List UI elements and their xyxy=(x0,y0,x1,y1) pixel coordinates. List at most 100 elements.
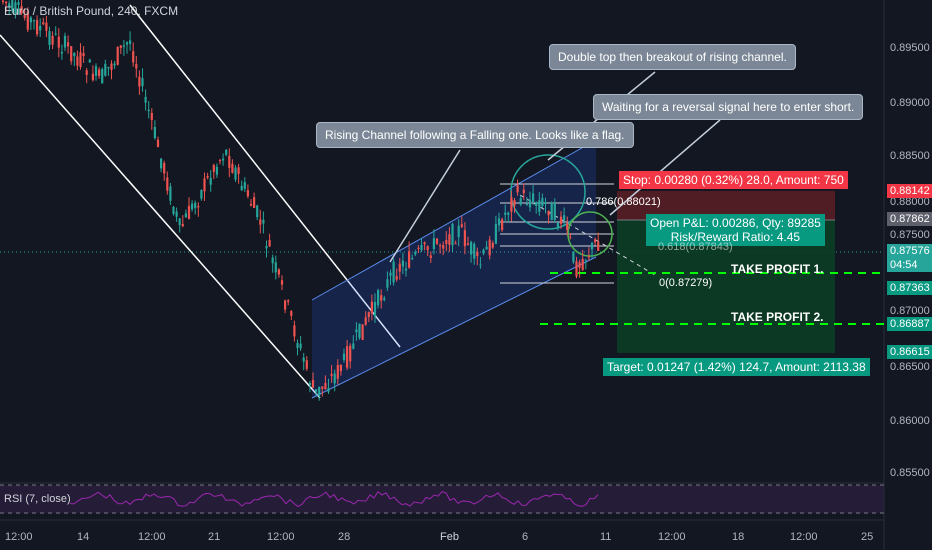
candle-body xyxy=(594,239,597,243)
candle-body xyxy=(330,374,333,376)
price-axis-label: 0.85500 xyxy=(890,467,930,479)
candle-body xyxy=(67,42,70,47)
candle-body xyxy=(352,343,355,349)
candle-body xyxy=(370,301,373,314)
candle-body xyxy=(439,245,442,247)
candle-body xyxy=(448,234,451,245)
candle-body xyxy=(259,219,262,225)
stop-price-tag: 0.88142 xyxy=(887,184,932,198)
candle-body xyxy=(191,203,194,210)
candle-body xyxy=(522,189,525,194)
candle-body xyxy=(36,20,39,35)
candle-body xyxy=(342,353,346,361)
callout-double-top[interactable]: Double top then breakout of rising chann… xyxy=(549,44,796,70)
candle-body xyxy=(42,22,45,25)
price-axis-label: 0.86500 xyxy=(890,361,930,373)
candle-body xyxy=(417,247,420,249)
symbol-title[interactable]: Euro / British Pound, 240, FXCM xyxy=(4,4,179,18)
candle-body xyxy=(256,205,259,218)
candle-body xyxy=(253,197,256,208)
candle-body xyxy=(144,96,147,103)
callout-reversal-signal[interactable]: Waiting for a reversal signal here to en… xyxy=(593,94,864,120)
candle-body xyxy=(51,35,54,45)
candle-body xyxy=(497,218,501,226)
candle-body xyxy=(414,252,417,255)
candle-body xyxy=(339,364,342,372)
candle-body xyxy=(380,295,383,301)
candle-body xyxy=(293,325,296,337)
candle-body xyxy=(423,242,426,245)
candle-body xyxy=(132,51,135,63)
candle-body xyxy=(32,20,36,22)
time-axis-label: 12:00 xyxy=(267,531,295,543)
candle-body xyxy=(550,202,553,221)
candle-body xyxy=(122,45,125,47)
candle-body xyxy=(358,323,361,338)
candle-body xyxy=(411,258,414,260)
candle-body xyxy=(163,163,166,174)
time-axis-label: 11 xyxy=(600,531,612,543)
candle-body xyxy=(88,59,91,63)
candle-body xyxy=(98,69,101,76)
fib-618-label: 0.618(0.87843) xyxy=(658,241,733,253)
candle-body xyxy=(290,311,293,316)
candle-body xyxy=(318,386,321,396)
candle-body xyxy=(194,202,197,209)
stop-label[interactable]: Stop: 0.00280 (0.32%) 28.0, Amount: 750 xyxy=(619,171,848,189)
candle-body xyxy=(373,302,377,317)
candle-body xyxy=(302,357,305,362)
candle-body xyxy=(129,40,132,44)
candle-body xyxy=(265,246,268,249)
candle-body xyxy=(104,63,107,76)
candle-body xyxy=(305,360,308,369)
candle-body xyxy=(85,70,88,75)
candle-body xyxy=(271,257,274,264)
target-label[interactable]: Target: 0.01247 (1.42%) 124.7, Amount: 2… xyxy=(603,358,870,376)
candle-body xyxy=(94,66,98,76)
candle-body xyxy=(23,14,26,18)
candle-body xyxy=(57,36,60,48)
candle-body xyxy=(203,178,206,192)
candle-body xyxy=(355,329,358,333)
candle-body xyxy=(116,47,119,65)
time-axis-label: 6 xyxy=(522,531,529,543)
rsi-indicator-label[interactable]: RSI (7, close) xyxy=(4,493,71,505)
candle-body xyxy=(1,0,5,3)
open-pnl-box[interactable]: Open P&L: 0.00286, Qty: 89285 Risk/Rewar… xyxy=(646,214,825,246)
candle-body xyxy=(287,300,290,302)
candle-body xyxy=(587,256,590,258)
candle-body xyxy=(519,198,522,205)
candle-body xyxy=(82,53,85,56)
candle-body xyxy=(426,246,429,251)
candle-body xyxy=(63,35,67,48)
candle-body xyxy=(228,155,231,168)
candle-body xyxy=(166,177,169,191)
candle-body xyxy=(234,167,237,180)
callout-rising-channel[interactable]: Rising Channel following a Falling one. … xyxy=(316,122,634,148)
candle-body xyxy=(60,51,63,54)
candle-body xyxy=(504,212,507,215)
candle-body xyxy=(200,190,203,199)
candle-body xyxy=(249,203,253,206)
candle-body xyxy=(408,251,411,268)
time-axis-label: 21 xyxy=(208,531,221,543)
price-axis-label: 0.89500 xyxy=(890,42,930,54)
candle-body xyxy=(556,223,559,228)
rsi-band xyxy=(0,485,884,513)
candle-body xyxy=(206,176,209,178)
rsi-line xyxy=(69,490,599,508)
time-axis-label: 28 xyxy=(338,531,351,543)
price-axis-label: 0.89000 xyxy=(890,97,930,109)
candle-body xyxy=(125,42,129,45)
candle-body xyxy=(563,215,566,221)
candle-body xyxy=(262,219,265,224)
risk-reward-label: Risk/Reward Ratio: 4.45 xyxy=(670,230,801,244)
candle-body xyxy=(590,242,594,250)
candle-body xyxy=(8,3,11,8)
candle-body xyxy=(401,260,404,267)
price-axis-label: 0.88000 xyxy=(890,196,930,208)
candle-body xyxy=(178,218,181,226)
candle-body xyxy=(169,186,172,201)
candle-body xyxy=(284,300,287,310)
